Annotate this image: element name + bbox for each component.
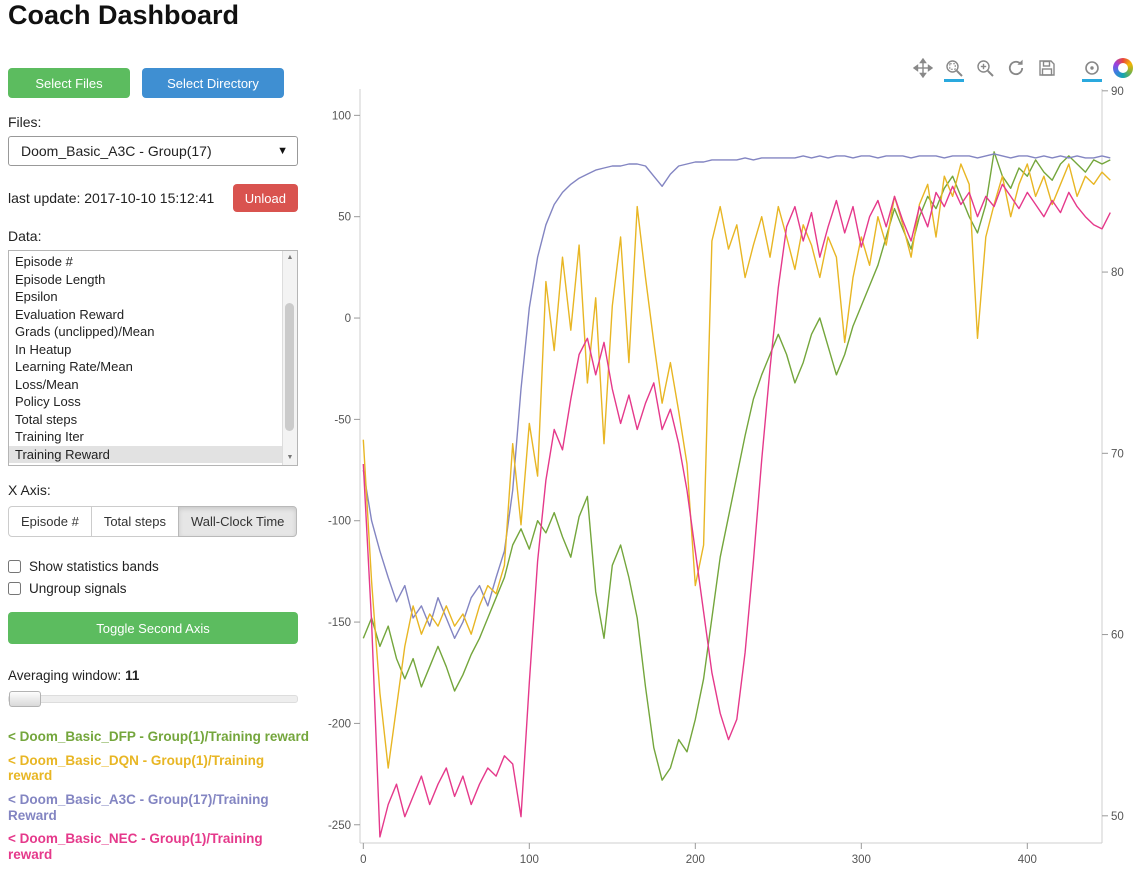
averaging-window-row: Averaging window: 11: [8, 668, 298, 683]
data-list-item[interactable]: Total steps: [15, 411, 78, 427]
y-right-tick-label: 50: [1111, 811, 1124, 823]
box-zoom-icon[interactable]: [943, 57, 965, 82]
averaging-window-value: 11: [125, 668, 140, 683]
hover-icon[interactable]: [1081, 57, 1103, 82]
xaxis-option-total-steps[interactable]: Total steps: [90, 506, 179, 537]
data-list-item[interactable]: In Heatup: [15, 341, 72, 357]
legend-item[interactable]: < Doom_Basic_A3C - Group(17)/Training Re…: [8, 791, 269, 823]
y-right-tick-label: 70: [1111, 448, 1124, 460]
unload-button[interactable]: Unload: [232, 184, 298, 212]
checkbox-ungroup-signals[interactable]: [8, 582, 21, 595]
legend: < Doom_Basic_DFP - Group(1)/Training rew…: [8, 729, 310, 863]
x-axis-ticks: 0 100 200 300 400: [360, 843, 1037, 866]
checkbox-show-statistics-bands[interactable]: [8, 560, 21, 573]
checkbox-section: Show statistics bands Ungroup signals: [8, 559, 298, 596]
slider-handle[interactable]: [9, 691, 41, 707]
data-list-item[interactable]: Episode Length: [15, 271, 106, 287]
last-update-row: last update: 2017-10-10 15:12:41 Unload: [8, 184, 298, 212]
save-icon[interactable]: [1036, 57, 1058, 79]
xaxis-option-wall-clock-time[interactable]: Wall-Clock Time: [177, 506, 298, 537]
file-select-value: Doom_Basic_A3C - Group(17): [21, 143, 212, 159]
y-left-tick-label: 100: [332, 110, 351, 122]
y-left-tick-label: -150: [328, 617, 351, 629]
series-nec: [362, 183, 1111, 838]
averaging-slider[interactable]: [8, 691, 298, 707]
legend-item[interactable]: < Doom_Basic_DFP - Group(1)/Training rew…: [8, 729, 309, 744]
file-select[interactable]: Doom_Basic_A3C - Group(17) ▼: [8, 136, 298, 166]
legend-item[interactable]: < Doom_Basic_DQN - Group(1)/Training rew…: [8, 752, 265, 784]
chart-panel: 0 100 200 300 400 100 50 0 -50 -100 -150 -200 -250 90…: [328, 55, 1142, 877]
checkbox-label: Show statistics bands: [29, 559, 159, 574]
data-list-item[interactable]: Training Reward: [9, 445, 283, 463]
series-dqn: [362, 163, 1111, 769]
y-left-tick-label: -250: [328, 820, 351, 832]
data-label: Data:: [8, 228, 42, 244]
y-left-tick-label: 0: [345, 313, 351, 325]
data-list-item[interactable]: Training Iter: [15, 429, 84, 444]
axis-lines: [359, 89, 1103, 844]
toggle-second-axis-button[interactable]: Toggle Second Axis: [8, 612, 298, 644]
scrollbar-thumb[interactable]: [285, 303, 294, 431]
x-axis-button-group: Episode # Total steps Wall-Clock Time: [8, 506, 298, 537]
y-left-tick-label: 50: [338, 212, 351, 224]
select-files-button[interactable]: Select Files: [8, 68, 130, 98]
caret-down-icon: ▼: [277, 145, 288, 157]
file-buttons-row: Select Files Select Directory: [8, 68, 298, 98]
bokeh-logo-icon[interactable]: [1112, 57, 1134, 79]
y-axis-left-ticks: 100 50 0 -50 -100 -150 -200 -250: [328, 110, 360, 832]
y-axis-right-ticks: 90 80 70 60 50: [1102, 86, 1124, 823]
x-axis-label: X Axis:: [8, 482, 51, 498]
checkbox-row: Ungroup signals: [8, 581, 298, 596]
xaxis-option-episode-[interactable]: Episode #: [8, 506, 92, 537]
data-list-item[interactable]: Evaluation Reward: [15, 306, 125, 322]
data-list-item[interactable]: Learning Rate/Mean: [15, 359, 133, 374]
checkbox-label: Ungroup signals: [29, 581, 127, 596]
x-tick-label: 300: [852, 854, 871, 866]
page-title: Coach Dashboard: [8, 0, 240, 30]
plot-area[interactable]: 0 100 200 300 400 100 50 0 -50 -100 -150 -200 -250 90…: [328, 83, 1142, 875]
data-list-item[interactable]: Policy Loss: [15, 394, 81, 409]
select-directory-button[interactable]: Select Directory: [142, 68, 284, 98]
y-left-tick-label: -100: [328, 516, 351, 528]
series-a3c: [362, 153, 1111, 639]
data-list: Episode # Episode Length Epsilon Evaluation…: [9, 251, 283, 463]
y-right-tick-label: 90: [1111, 86, 1124, 98]
x-tick-label: 400: [1018, 854, 1037, 866]
x-tick-label: 200: [686, 854, 705, 866]
last-update-text: last update: 2017-10-10 15:12:41: [8, 190, 215, 206]
scrollbar[interactable]: ▲ ▼: [282, 251, 297, 465]
scroll-up-icon[interactable]: ▲: [286, 254, 294, 261]
data-list-item[interactable]: Loss/Mean: [15, 376, 79, 392]
reset-icon[interactable]: [1005, 57, 1027, 79]
y-left-tick-label: -200: [328, 718, 351, 730]
averaging-window-label: Averaging window:: [8, 668, 122, 683]
pan-icon[interactable]: [912, 57, 934, 79]
legend-item[interactable]: < Doom_Basic_NEC - Group(1)/Training rew…: [8, 831, 263, 862]
files-label: Files:: [8, 114, 42, 130]
scroll-down-icon[interactable]: ▼: [286, 454, 294, 461]
y-right-tick-label: 60: [1111, 630, 1124, 642]
data-list-item[interactable]: Grads (unclipped)/Mean: [15, 324, 155, 339]
y-left-tick-label: -50: [334, 414, 351, 426]
wheel-zoom-icon[interactable]: [974, 57, 996, 79]
chart-toolbar: [912, 57, 1134, 82]
x-tick-label: 100: [520, 854, 539, 866]
data-list-item[interactable]: Epsilon: [15, 289, 58, 304]
x-tick-label: 0: [360, 854, 366, 866]
data-listbox: Episode # Episode Length Epsilon Evaluation…: [8, 250, 298, 466]
sidebar: Select Files Select Directory Files: Doo…: [8, 68, 309, 871]
checkbox-row: Show statistics bands: [8, 559, 298, 574]
y-right-tick-label: 80: [1111, 267, 1124, 279]
series-dfp: [362, 151, 1111, 781]
data-list-item[interactable]: Episode #: [15, 254, 73, 269]
